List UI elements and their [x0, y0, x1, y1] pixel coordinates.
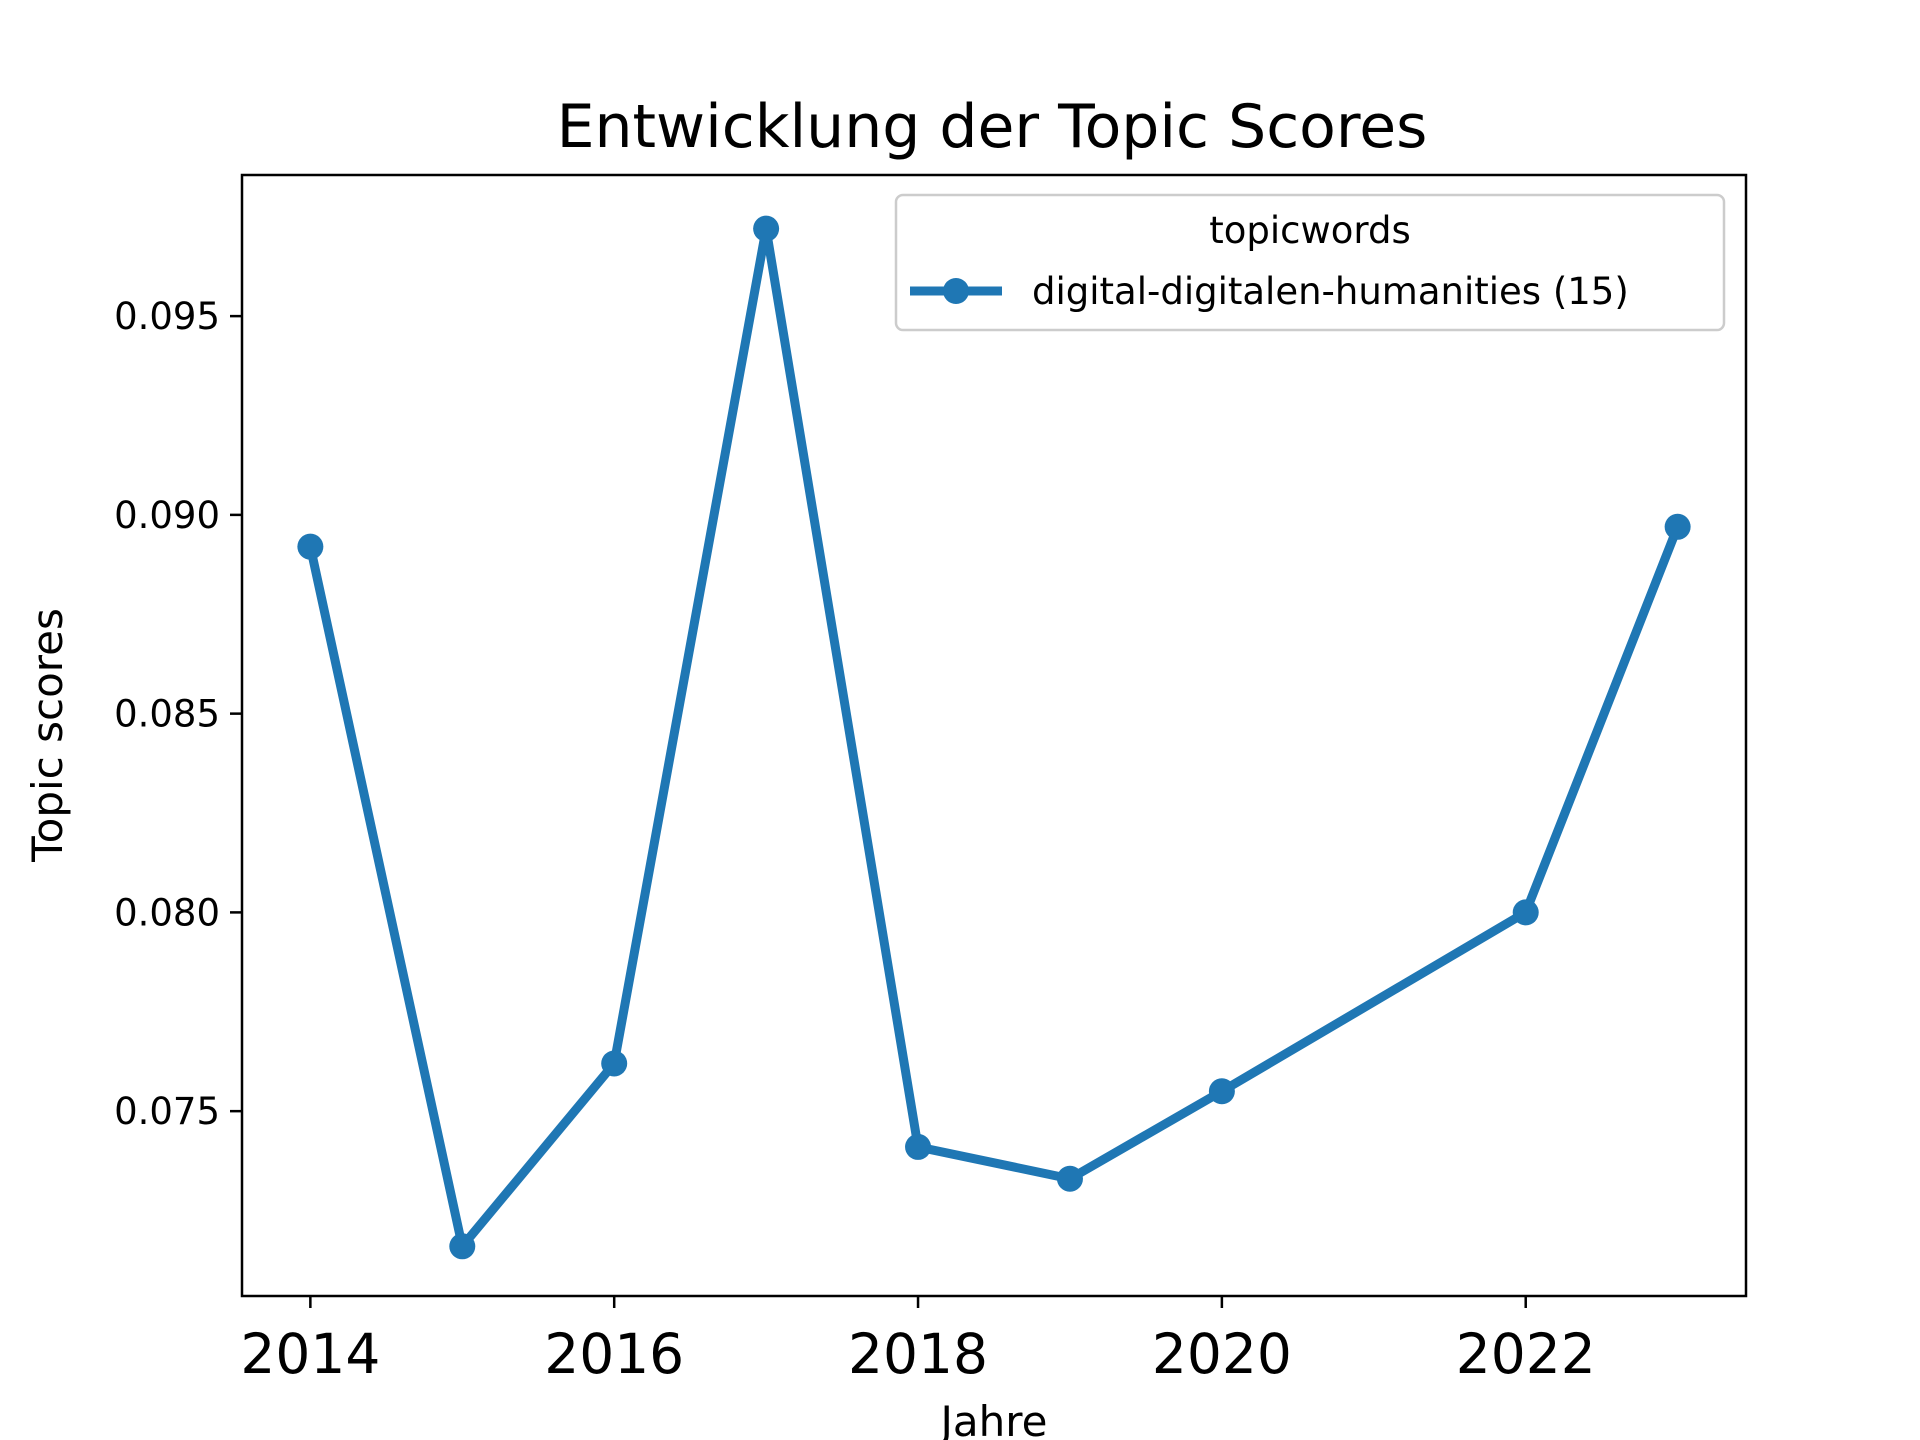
y-tick-label: 0.085: [114, 693, 220, 736]
x-tick-label: 2016: [544, 1322, 684, 1386]
x-tick-label: 2014: [240, 1322, 380, 1386]
x-tick-label: 2018: [848, 1322, 988, 1386]
data-point: [1056, 1165, 1083, 1192]
chart-title: Entwicklung der Topic Scores: [557, 92, 1428, 162]
series-group: [297, 215, 1691, 1260]
data-point: [1512, 899, 1539, 926]
y-tick-label: 0.080: [114, 891, 220, 934]
x-tick-label: 2020: [1152, 1322, 1292, 1386]
legend-title: topicwords: [1209, 209, 1410, 252]
data-point: [297, 533, 324, 560]
data-point: [905, 1133, 932, 1160]
data-point: [1664, 513, 1691, 540]
x-axis-label: Jahre: [938, 1397, 1048, 1440]
y-axis-ticks: 0.075 0.080 0.085 0.090 0.095: [114, 295, 242, 1133]
x-tick-label: 2022: [1456, 1322, 1596, 1386]
legend-box: [894, 193, 1726, 332]
y-axis-label: Topic scores: [23, 608, 72, 863]
data-point: [1208, 1078, 1235, 1105]
y-tick-label: 0.090: [114, 494, 220, 537]
data-point: [449, 1233, 476, 1260]
legend-series-label: digital-digitalen-humanities (15): [1032, 270, 1629, 313]
data-point: [601, 1050, 628, 1077]
plot-area-frame: [240, 173, 1748, 1298]
x-axis-ticks: 2014 2016 2018 2020 2022: [240, 1296, 1596, 1386]
legend-marker-swatch: [943, 278, 969, 304]
data-point: [753, 215, 780, 242]
legend: topicwords digital-digitalen-humanities …: [894, 193, 1726, 332]
y-tick-label: 0.095: [114, 295, 220, 338]
y-tick-label: 0.075: [114, 1090, 220, 1133]
